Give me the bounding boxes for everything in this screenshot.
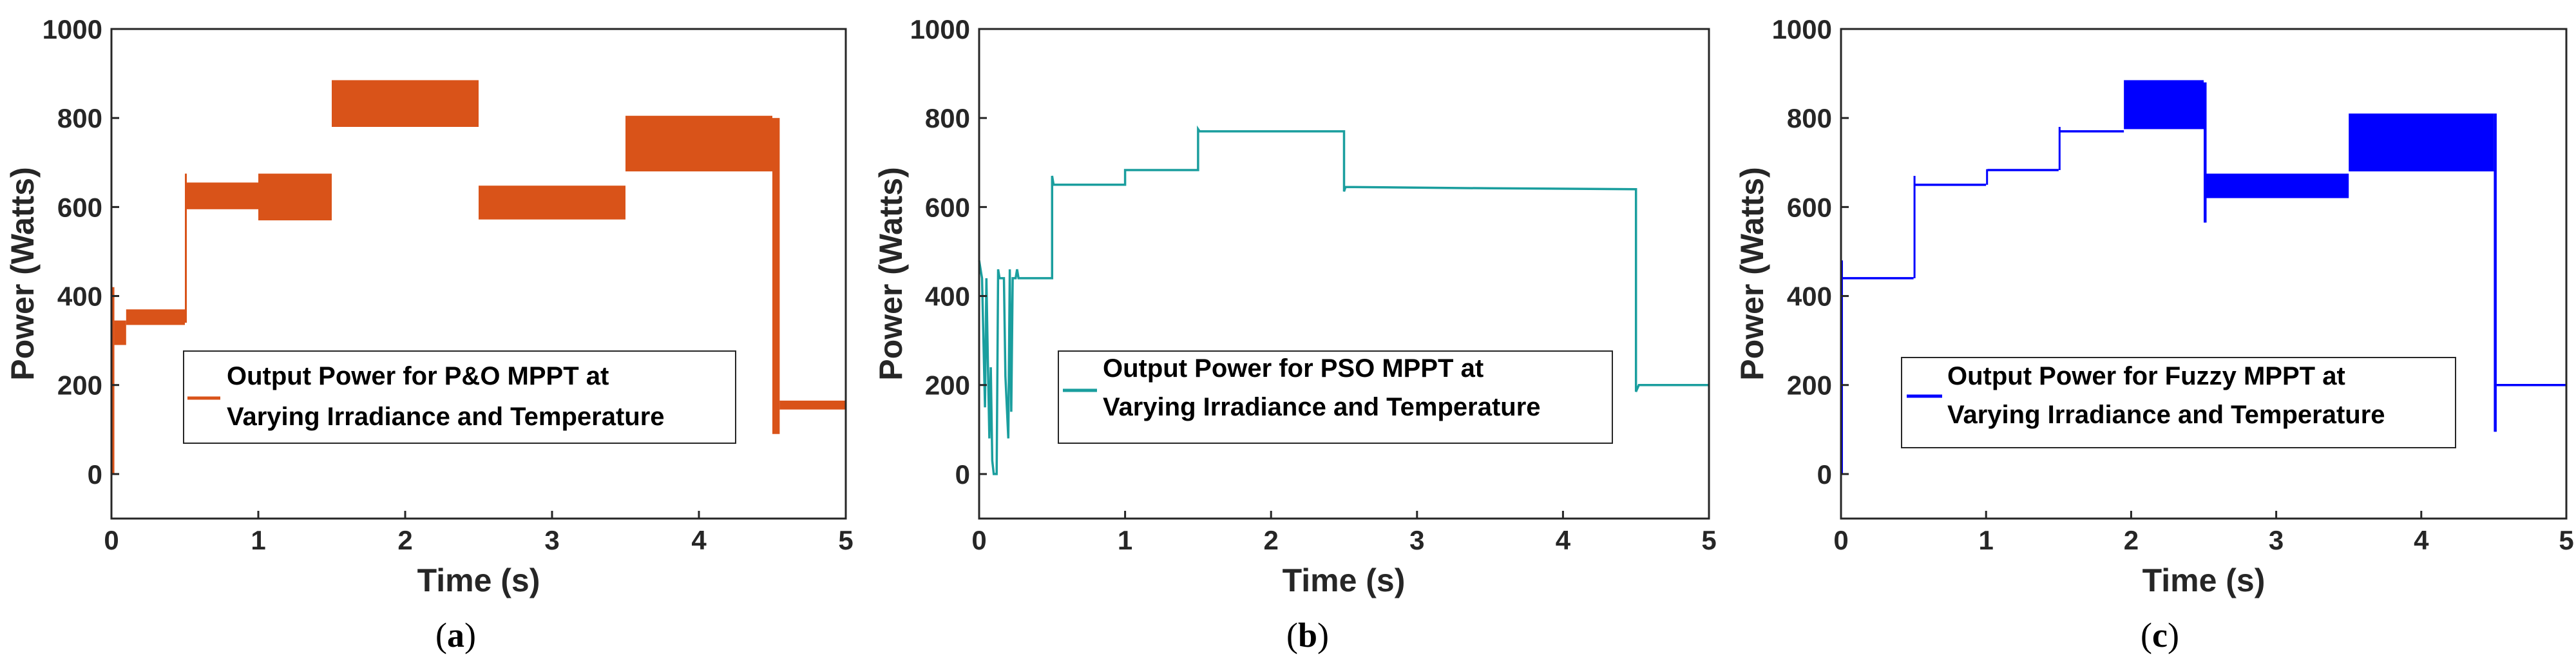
series-segment-a (185, 173, 187, 323)
y-tick-label-c: 200 (1787, 370, 1832, 401)
y-tick-label-b: 400 (925, 282, 970, 312)
x-tick-label-a: 5 (838, 525, 853, 555)
legend-line1-c: Output Power for Fuzzy MPPT at (1947, 362, 2345, 390)
chart-panel-b: 0 1 2 3 4 5 0 200 400 600 800 1000 Time (s) Power (… (873, 14, 1717, 654)
ticks-b: 0 1 2 3 4 5 0 200 400 600 800 1000 (910, 14, 1717, 555)
series-segment-c (2349, 113, 2494, 172)
legend-box-a (183, 350, 736, 444)
y-axis-label-b: Power (Watts) (873, 167, 909, 381)
caption-close-a: ) (464, 616, 476, 654)
series-layer-a (111, 80, 846, 474)
caption-letter-c: c (2152, 616, 2168, 654)
series-segment-a (772, 118, 780, 434)
y-tick-label-a: 1000 (43, 14, 102, 44)
x-axis-label-c: Time (s) (2142, 562, 2266, 598)
plot-frame-b (978, 28, 1710, 520)
chart-panel-c: 0 1 2 3 4 5 0 200 400 600 800 1000 Time (s) Power (… (1734, 14, 2574, 654)
y-tick-label-a: 0 (88, 459, 102, 490)
y-axis-label-a: Power (Watts) (5, 167, 41, 381)
y-tick-label-c: 600 (1787, 192, 1832, 222)
x-tick-label-b: 5 (1701, 525, 1716, 555)
y-tick-label-b: 1000 (910, 14, 970, 44)
y-tick-label-a: 200 (57, 370, 102, 401)
legend-b: Output Power for PSO MPPT at Varying Irr… (1058, 350, 1613, 444)
series-segment-a (111, 287, 115, 474)
series-segment-a (625, 115, 772, 172)
caption-letter-b: b (1298, 616, 1317, 654)
caption-close-b: ) (1317, 616, 1329, 654)
x-tick-label-c: 4 (2414, 525, 2429, 555)
x-tick-label-b: 3 (1409, 525, 1424, 555)
series-segment-c (2058, 127, 2061, 171)
chart-panel-a: 0 1 2 3 4 5 0 200 400 600 800 1000 Time (s) Power (… (5, 14, 854, 654)
y-tick-label-a: 800 (57, 103, 102, 133)
x-tick-label-b: 4 (1556, 525, 1571, 555)
x-tick-label-a: 3 (544, 525, 559, 555)
y-tick-label-b: 800 (925, 103, 970, 133)
y-tick-label-c: 800 (1787, 103, 1832, 133)
ticks-c: 0 1 2 3 4 5 0 200 400 600 800 1000 (1772, 14, 2574, 555)
x-axis-label-b: Time (s) (1283, 562, 1406, 598)
x-tick-label-a: 1 (251, 525, 265, 555)
x-tick-label-c: 3 (2269, 525, 2284, 555)
x-tick-label-c: 1 (1979, 525, 1994, 555)
x-tick-label-b: 0 (971, 525, 986, 555)
series-segment-a (332, 80, 479, 127)
y-tick-label-b: 0 (955, 459, 970, 490)
x-tick-label-a: 4 (691, 525, 707, 555)
caption-a: (a) (435, 616, 476, 654)
caption-open-c: ( (2141, 616, 2152, 654)
series-segment-a (114, 320, 126, 345)
legend-c: Output Power for Fuzzy MPPT at Varying I… (1901, 357, 2456, 448)
series-segment-c (2494, 113, 2497, 432)
legend-box-b (1058, 350, 1613, 444)
x-tick-label-b: 2 (1264, 525, 1279, 555)
x-axis-label-a: Time (s) (417, 562, 540, 598)
series-segment-a (779, 400, 846, 410)
x-tick-label-c: 0 (1833, 525, 1848, 555)
legend-line1-b: Output Power for PSO MPPT at (1103, 354, 1484, 383)
series-segment-a (479, 186, 625, 220)
series-segment-a (258, 173, 332, 221)
caption-open-b: ( (1286, 616, 1298, 654)
x-tick-label-a: 2 (397, 525, 412, 555)
caption-c: (c) (2141, 616, 2179, 654)
y-tick-label-a: 400 (57, 282, 102, 312)
caption-close-c: ) (2168, 616, 2179, 654)
y-tick-label-a: 600 (57, 192, 102, 222)
legend-line1-a: Output Power for P&O MPPT at (227, 362, 609, 390)
caption-b: (b) (1286, 616, 1329, 654)
series-segment-c (1986, 169, 1989, 185)
x-tick-label-a: 0 (104, 525, 119, 555)
series-segment-c (1913, 176, 1916, 278)
plot-frame-c (1840, 28, 2568, 520)
y-tick-label-b: 600 (925, 192, 970, 222)
y-tick-label-c: 1000 (1772, 14, 1832, 44)
plot-frame-a (110, 28, 847, 520)
caption-letter-a: a (447, 616, 464, 654)
y-axis-label-c: Power (Watts) (1734, 167, 1770, 381)
series-segment-c (2206, 173, 2349, 198)
x-tick-label-c: 2 (2124, 525, 2139, 555)
x-tick-label-c: 5 (2559, 525, 2573, 555)
series-layer-b (978, 125, 1709, 475)
legend-line2-c: Varying Irradiance and Temperature (1947, 401, 2385, 429)
caption-open-a: ( (435, 616, 447, 654)
y-tick-label-c: 400 (1787, 282, 1832, 312)
ticks-a: 0 1 2 3 4 5 0 200 400 600 800 1000 (43, 14, 854, 555)
y-tick-label-b: 200 (925, 370, 970, 401)
series-line-b (978, 125, 1709, 475)
y-tick-label-c: 0 (1817, 459, 1832, 490)
series-segment-c (2124, 80, 2204, 129)
legend-line2-b: Varying Irradiance and Temperature (1103, 393, 1541, 421)
legend-box-c (1901, 357, 2456, 448)
series-segment-c (2204, 82, 2207, 223)
legend-line2-a: Varying Irradiance and Temperature (227, 403, 665, 431)
x-tick-label-b: 1 (1118, 525, 1132, 555)
series-segment-a (186, 182, 258, 209)
legend-a: Output Power for P&O MPPT at Varying Irr… (183, 350, 736, 444)
series-segment-a (126, 309, 185, 325)
